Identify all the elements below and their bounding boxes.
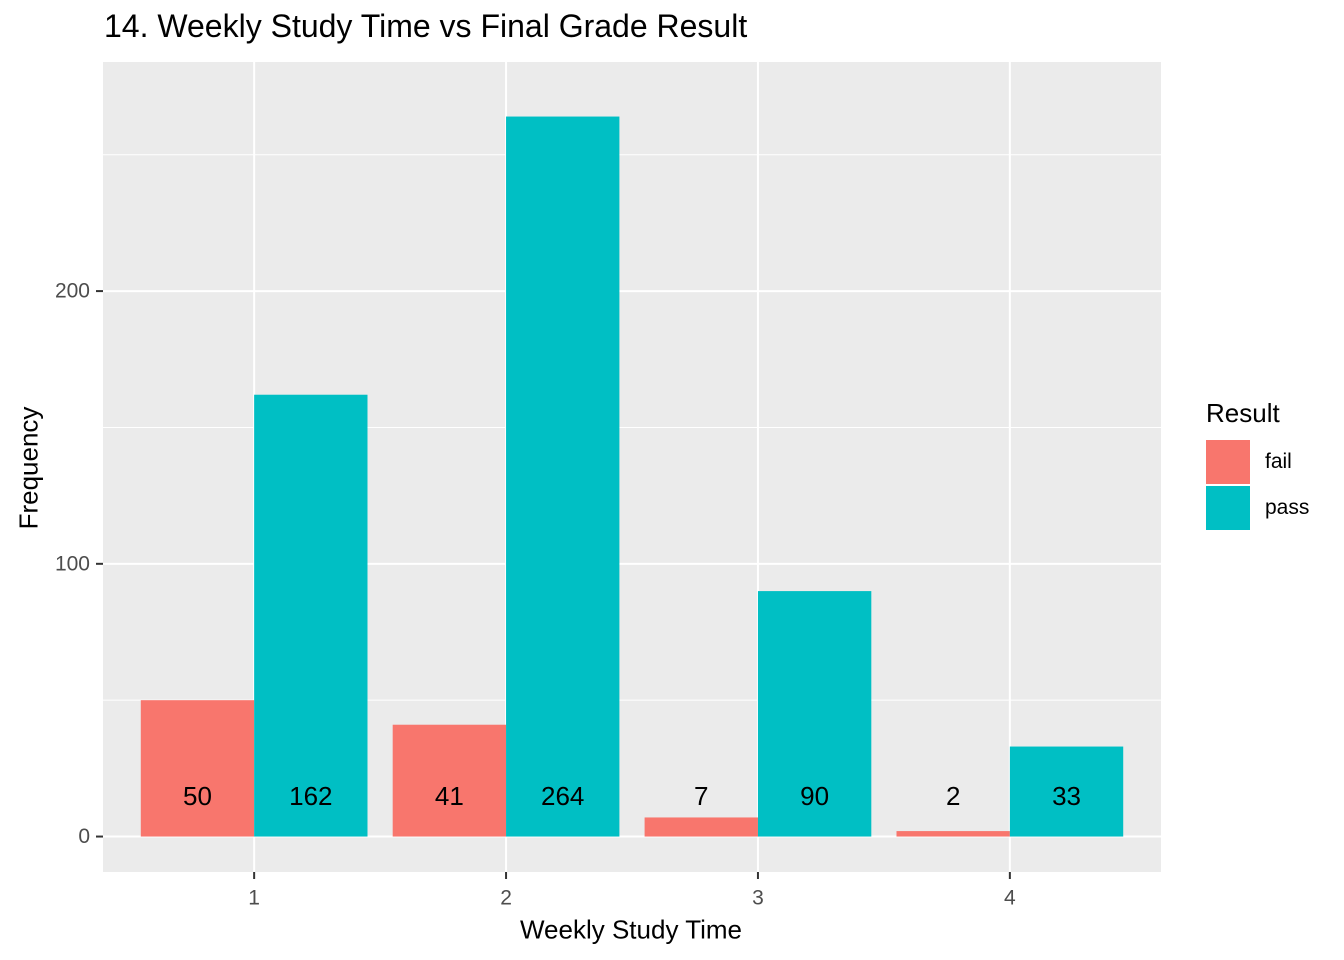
- legend-item-fail: fail: [1206, 439, 1309, 485]
- legend: Result fail pass: [1206, 398, 1309, 531]
- bar-fail-2: [392, 724, 507, 837]
- y-tick-label: 0: [78, 825, 90, 848]
- bar-fail-4: [896, 831, 1010, 837]
- bar-pass-3: [757, 591, 872, 837]
- bar-fail-3: [644, 817, 758, 837]
- data-label: 90: [800, 781, 829, 811]
- bar-fail-1: [140, 700, 255, 837]
- x-tick-label: 2: [500, 887, 512, 910]
- y-axis-label: Frequency: [13, 406, 44, 530]
- bar-pass-1: [254, 394, 368, 837]
- legend-title: Result: [1206, 398, 1280, 428]
- y-tick-label: 100: [55, 552, 90, 575]
- legend-label-fail: fail: [1265, 450, 1292, 473]
- bar-pass-4: [1009, 746, 1124, 837]
- legend-key-fail: [1206, 440, 1250, 484]
- x-tick-label: 4: [1004, 887, 1016, 910]
- data-label: 264: [541, 781, 584, 811]
- legend-item-pass: pass: [1206, 485, 1309, 531]
- data-label: 50: [183, 781, 212, 811]
- data-label: 7: [694, 781, 708, 811]
- chart-title: 14. Weekly Study Time vs Final Grade Res…: [104, 8, 748, 44]
- data-label: 33: [1052, 781, 1081, 811]
- data-label: 41: [435, 781, 464, 811]
- x-axis-label: Weekly Study Time: [519, 914, 743, 945]
- y-tick-label: 200: [55, 280, 90, 303]
- x-tick-label: 3: [752, 887, 764, 910]
- data-label: 162: [289, 781, 332, 811]
- data-label: 2: [946, 781, 960, 811]
- bar-pass-2: [506, 116, 620, 837]
- x-tick-label: 1: [248, 887, 260, 910]
- legend-key-pass: [1206, 486, 1250, 530]
- legend-label-pass: pass: [1265, 496, 1310, 519]
